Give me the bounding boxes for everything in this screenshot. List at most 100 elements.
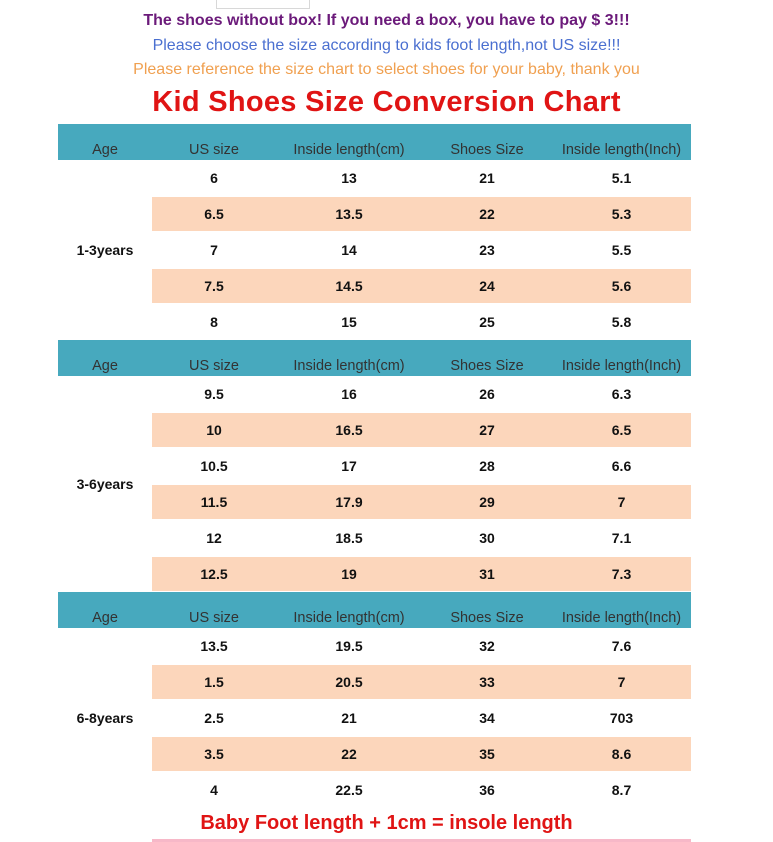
cell-inside-length-inch: 8.7 <box>611 782 632 798</box>
cell-shoes-size: 25 <box>479 314 495 330</box>
table-row: 7.5 14.5 24 5.6 <box>58 268 691 304</box>
cell-inside-length-cm: 20.5 <box>335 674 363 690</box>
header-inside-length-inch: Inside length(Inch) <box>561 358 682 374</box>
cell-inside-length-cm: 16 <box>341 386 357 402</box>
table-row: 10 16.5 27 6.5 <box>58 412 691 448</box>
header-inside-length-inch: Inside length(Inch) <box>561 610 682 626</box>
cell-inside-length-cm: 21 <box>341 710 357 726</box>
header-age: Age <box>92 142 118 158</box>
top-tab <box>216 0 310 9</box>
age-range-label: 3-6years <box>76 476 134 492</box>
cell-inside-length-cm: 13.5 <box>335 206 363 222</box>
cell-shoes-size: 21 <box>479 170 495 186</box>
header-us-size: US size <box>189 358 239 374</box>
bottom-strip <box>152 839 691 842</box>
cell-inside-length-cm: 18.5 <box>335 530 363 546</box>
cell-shoes-size: 24 <box>479 278 495 294</box>
header-shoes-size: Shoes Size <box>450 358 524 374</box>
cell-us-size: 2.5 <box>204 710 224 726</box>
cell-inside-length-cm: 17.9 <box>335 494 363 510</box>
cell-inside-length-inch: 6.5 <box>611 422 632 438</box>
cell-inside-length-cm: 14 <box>341 242 357 258</box>
row-shading <box>152 197 691 231</box>
cell-inside-length-inch: 6.6 <box>611 458 632 474</box>
table-row: 11.5 17.9 29 7 <box>58 484 691 520</box>
header-us-size: US size <box>189 142 239 158</box>
cell-inside-length-inch: 703 <box>609 710 634 726</box>
cell-us-size: 9.5 <box>204 386 224 402</box>
cell-shoes-size: 33 <box>479 674 495 690</box>
table-row: 12.5 19 31 7.3 <box>58 556 691 592</box>
header-inside-length-cm: Inside length(cm) <box>293 610 405 626</box>
size-conversion-table: Age US size Inside length(cm) Shoes Size Ins… <box>58 124 691 808</box>
header-inside-length-cm: Inside length(cm) <box>293 358 405 374</box>
cell-us-size: 11.5 <box>200 494 228 510</box>
cell-inside-length-inch: 5.6 <box>611 278 632 294</box>
table-row: 2.5 21 34 703 <box>58 700 691 736</box>
header-shoes-size: Shoes Size <box>450 610 524 626</box>
table-row: 3.5 22 35 8.6 <box>58 736 691 772</box>
cell-us-size: 3.5 <box>204 746 224 762</box>
cell-us-size: 1.5 <box>204 674 224 690</box>
notice-choose-size: Please choose the size according to kids… <box>152 37 621 54</box>
header-inside-length-cm: Inside length(cm) <box>293 142 405 158</box>
notice-no-box: The shoes without box! If you need a box… <box>143 12 630 29</box>
age-range-label: 6-8years <box>76 710 134 726</box>
cell-inside-length-inch: 7.6 <box>611 638 632 654</box>
header-row: Age US size Inside length(cm) Shoes Size Ins… <box>58 592 691 628</box>
table-row: 4 22.5 36 8.7 <box>58 772 691 808</box>
cell-inside-length-inch: 6.3 <box>611 386 632 402</box>
age-group: Age US size Inside length(cm) Shoes Size Ins… <box>58 124 691 340</box>
cell-us-size: 7 <box>210 242 218 258</box>
table-row: 12 18.5 30 7.1 <box>58 520 691 556</box>
cell-us-size: 8 <box>210 314 218 330</box>
cell-inside-length-inch: 7 <box>617 674 626 690</box>
cell-inside-length-cm: 22 <box>341 746 357 762</box>
cell-us-size: 7.5 <box>204 278 224 294</box>
cell-us-size: 6.5 <box>204 206 224 222</box>
age-range-label: 1-3years <box>76 242 134 258</box>
table-row: 8 15 25 5.8 <box>58 304 691 340</box>
header-age: Age <box>92 358 118 374</box>
header-age: Age <box>92 610 118 626</box>
cell-inside-length-inch: 7.1 <box>611 530 632 546</box>
age-group: Age US size Inside length(cm) Shoes Size Ins… <box>58 340 691 592</box>
cell-inside-length-cm: 17 <box>341 458 357 474</box>
cell-us-size: 12 <box>206 530 222 546</box>
cell-shoes-size: 26 <box>479 386 495 402</box>
cell-inside-length-cm: 22.5 <box>335 782 363 798</box>
header-us-size: US size <box>189 610 239 626</box>
cell-inside-length-cm: 16.5 <box>335 422 363 438</box>
row-shading <box>152 737 691 771</box>
cell-us-size: 6 <box>210 170 218 186</box>
notice-reference-chart: Please reference the size chart to selec… <box>133 61 640 78</box>
cell-us-size: 4 <box>210 782 218 798</box>
cell-inside-length-inch: 5.3 <box>611 206 632 222</box>
row-shading <box>152 557 691 591</box>
cell-inside-length-cm: 14.5 <box>335 278 363 294</box>
cell-shoes-size: 34 <box>479 710 495 726</box>
table-row: 13.5 19.5 32 7.6 <box>58 628 691 664</box>
cell-inside-length-inch: 5.1 <box>611 170 632 186</box>
footer-formula: Baby Foot length + 1cm = insole length <box>200 812 573 834</box>
header-inside-length-inch: Inside length(Inch) <box>561 142 682 158</box>
cell-shoes-size: 22 <box>479 206 495 222</box>
cell-shoes-size: 36 <box>479 782 495 798</box>
cell-inside-length-cm: 15 <box>341 314 357 330</box>
age-group: Age US size Inside length(cm) Shoes Size Ins… <box>58 592 691 808</box>
cell-shoes-size: 29 <box>479 494 495 510</box>
cell-shoes-size: 23 <box>479 242 495 258</box>
cell-inside-length-inch: 7.3 <box>611 566 632 582</box>
cell-shoes-size: 31 <box>479 566 495 582</box>
table-row: 10.5 17 28 6.6 <box>58 448 691 484</box>
row-shading <box>152 413 691 447</box>
header-row: Age US size Inside length(cm) Shoes Size Ins… <box>58 124 691 160</box>
table-row: 6 13 21 5.1 <box>58 160 691 196</box>
cell-inside-length-inch: 8.6 <box>611 746 632 762</box>
table-row: 1.5 20.5 33 7 <box>58 664 691 700</box>
row-shading <box>152 269 691 303</box>
header-row: Age US size Inside length(cm) Shoes Size Ins… <box>58 340 691 376</box>
cell-shoes-size: 30 <box>479 530 495 546</box>
cell-inside-length-inch: 5.8 <box>611 314 632 330</box>
header-shoes-size: Shoes Size <box>450 142 524 158</box>
